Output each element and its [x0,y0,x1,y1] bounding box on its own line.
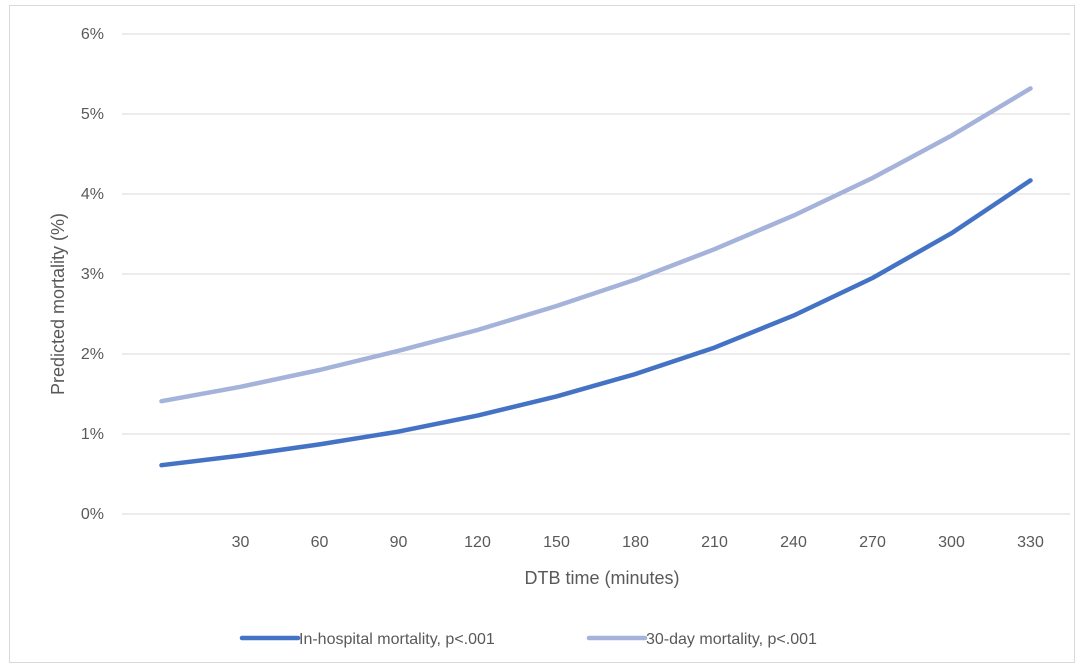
y-tick-label: 0% [81,506,104,523]
x-tick-label: 210 [701,534,728,551]
x-tick-label: 120 [464,534,491,551]
y-axis-title: Predicted mortality (%) [48,213,68,395]
x-tick-label: 270 [859,534,886,551]
x-axis-ticks: 30 60 90 120 150 180 210 240 270 300 330 [232,534,1044,551]
series-line-2 [159,86,1033,404]
series-line-1 [159,178,1033,468]
gridlines [122,33,1070,515]
x-axis-title: DTB time (minutes) [524,568,679,588]
x-tick-label: 180 [622,534,649,551]
chart-frame [9,5,1075,663]
y-tick-label: 3% [81,266,104,283]
x-tick-label: 90 [390,534,408,551]
x-tick-label: 330 [1017,534,1044,551]
y-tick-label: 5% [81,106,104,123]
x-tick-label: 30 [232,534,250,551]
x-tick-label: 150 [543,534,570,551]
x-tick-label: 60 [311,534,329,551]
x-tick-label: 240 [780,534,807,551]
y-axis-ticks: 0% 1% 2% 3% 4% 5% 6% [81,26,104,523]
y-tick-label: 1% [81,426,104,443]
y-tick-label: 4% [81,186,104,203]
legend: In-hospital mortality, p<.001 30-day mort… [239,631,817,648]
x-tick-label: 300 [938,534,965,551]
legend-label-1: In-hospital mortality, p<.001 [299,631,495,648]
y-tick-label: 6% [81,26,104,43]
y-tick-label: 2% [81,346,104,363]
legend-label-2: 30-day mortality, p<.001 [646,631,817,648]
series-lines [159,86,1033,468]
